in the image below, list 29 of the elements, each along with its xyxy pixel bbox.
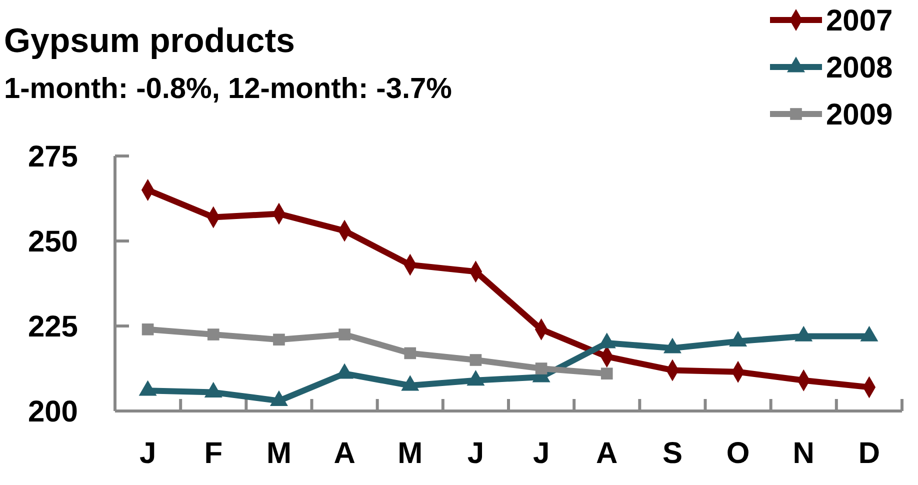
x-tick-label: A xyxy=(334,437,356,470)
x-tick-label: M xyxy=(398,437,423,470)
x-tick-label: A xyxy=(596,437,618,470)
point xyxy=(338,328,350,340)
point xyxy=(470,354,482,366)
chart-subtitle: 1-month: -0.8%, 12-month: -3.7% xyxy=(4,73,452,105)
y-tick-label: 200 xyxy=(28,396,78,428)
x-tick-label: O xyxy=(726,437,750,470)
point xyxy=(142,323,154,336)
point xyxy=(600,368,613,380)
x-tick-label: J xyxy=(139,437,156,470)
x-tick-label: F xyxy=(204,437,223,470)
point xyxy=(207,328,220,340)
legend-label: 2007 xyxy=(826,4,893,38)
legend-label: 2008 xyxy=(826,52,893,84)
chart-title: Gypsum products xyxy=(4,22,295,60)
y-tick-label: 275 xyxy=(28,140,78,174)
x-tick-label: J xyxy=(532,437,550,470)
point xyxy=(404,347,416,360)
x-tick-label: J xyxy=(467,437,484,470)
x-tick-label: D xyxy=(858,437,880,470)
y-tick-label: 250 xyxy=(28,226,78,258)
y-tick-label: 225 xyxy=(28,310,78,344)
x-tick-label: M xyxy=(266,437,292,470)
x-tick-label: S xyxy=(662,437,682,470)
legend-label: 2009 xyxy=(826,98,893,132)
point xyxy=(273,334,285,346)
point xyxy=(535,362,548,374)
x-tick-label: N xyxy=(792,437,814,470)
